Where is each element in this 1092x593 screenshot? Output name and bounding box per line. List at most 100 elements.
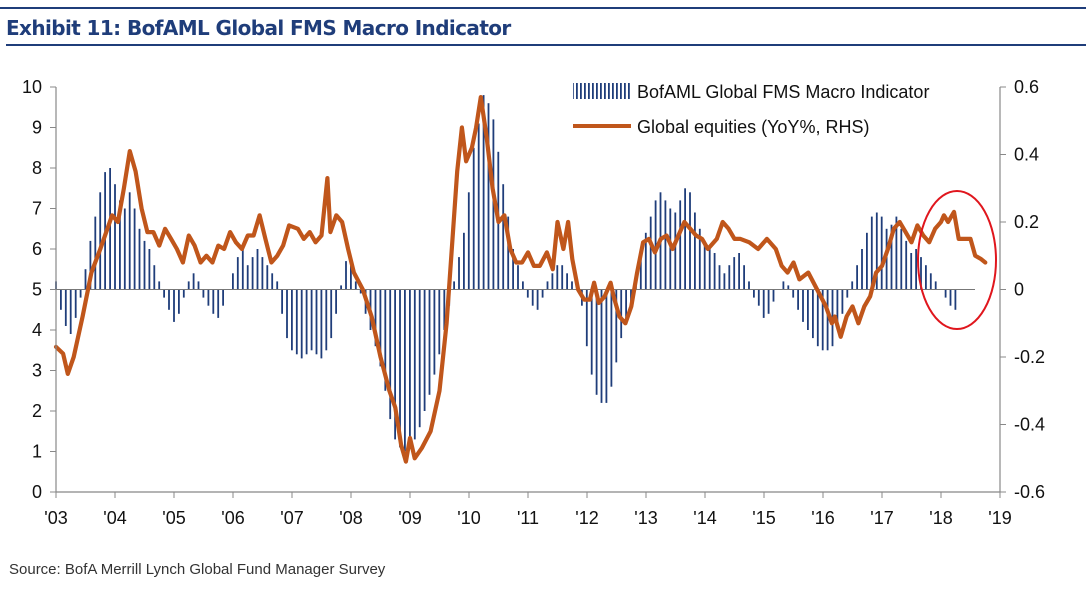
- bar: [173, 289, 175, 322]
- bar: [708, 249, 711, 290]
- bar: [325, 289, 328, 351]
- bar: [885, 228, 888, 290]
- bar: [128, 192, 131, 290]
- bar: [546, 281, 549, 290]
- line-series: [53, 95, 988, 464]
- x-tick-label: '17: [870, 508, 893, 528]
- highlight-circle-annotation: [917, 190, 997, 330]
- bar: [261, 257, 264, 290]
- left-tick-label: 10: [22, 77, 42, 97]
- bar: [556, 265, 559, 290]
- page-title: Exhibit 11: BofAML Global FMS Macro Indi…: [6, 16, 511, 40]
- bar: [305, 289, 308, 355]
- bar: [925, 265, 927, 290]
- bar: [836, 289, 839, 330]
- bar: [114, 184, 116, 290]
- bar: [99, 192, 102, 290]
- bar: [335, 289, 337, 314]
- bar: [585, 289, 588, 347]
- bar: [762, 289, 765, 318]
- bar: [757, 289, 760, 306]
- bar: [217, 289, 220, 318]
- bar: [433, 289, 436, 375]
- left-tick-label: 9: [32, 118, 42, 138]
- x-tick-label: '19: [988, 508, 1011, 528]
- bar: [639, 249, 642, 290]
- bar: [531, 289, 534, 306]
- bar: [644, 232, 647, 290]
- bar: [610, 289, 613, 387]
- x-tick-label: '16: [811, 508, 834, 528]
- left-tick-label: 0: [32, 482, 42, 502]
- bar: [84, 269, 87, 290]
- bar: [797, 289, 799, 310]
- bar: [74, 289, 77, 318]
- bar: [69, 289, 72, 334]
- bar: [625, 289, 627, 322]
- bar: [241, 249, 244, 290]
- bar: [340, 285, 342, 290]
- bar: [522, 281, 524, 290]
- bar: [738, 253, 740, 290]
- bar: [536, 289, 539, 310]
- right-tick-label: 0: [1014, 280, 1024, 300]
- bar: [458, 257, 460, 290]
- bar: [119, 200, 121, 290]
- left-tick-label: 6: [32, 239, 42, 259]
- x-tick-label: '10: [457, 508, 480, 528]
- x-tick-label: '09: [398, 508, 421, 528]
- bar: [320, 289, 323, 359]
- bar: [875, 212, 878, 290]
- bar: [880, 216, 883, 290]
- bar: [753, 289, 755, 298]
- legend-bar-swatch: [573, 83, 631, 99]
- bar: [443, 289, 446, 330]
- bar: [266, 265, 269, 290]
- bar: [679, 200, 682, 290]
- bar: [694, 212, 696, 290]
- bar: [954, 289, 957, 310]
- x-tick-label: '15: [752, 508, 775, 528]
- x-tick-label: '06: [221, 508, 244, 528]
- legend: BofAML Global FMS Macro Indicator Global…: [573, 82, 929, 137]
- bar: [620, 289, 623, 339]
- bar: [792, 289, 795, 298]
- bar: [561, 265, 564, 290]
- bar: [182, 289, 185, 298]
- bar: [728, 265, 731, 290]
- bar: [94, 216, 97, 290]
- bar: [463, 232, 465, 290]
- bar: [60, 289, 62, 310]
- x-tick-label: '03: [44, 508, 67, 528]
- bar: [821, 289, 824, 351]
- bar: [389, 289, 392, 420]
- left-tick-label: 3: [32, 361, 42, 381]
- bar: [929, 273, 932, 290]
- x-tick-label: '05: [162, 508, 185, 528]
- bar: [866, 232, 868, 290]
- bar: [870, 216, 873, 290]
- bar: [713, 253, 716, 290]
- bar: [168, 289, 170, 310]
- x-tick-label: '04: [103, 508, 126, 528]
- bar: [138, 228, 141, 290]
- bar: [748, 281, 750, 290]
- bar: [787, 285, 790, 290]
- x-tick-label: '12: [575, 508, 598, 528]
- bar: [350, 265, 352, 290]
- bar: [812, 289, 814, 339]
- right-tick-label: 0.6: [1014, 77, 1039, 97]
- right-tick-label: -0.4: [1014, 415, 1045, 435]
- bar: [310, 289, 313, 351]
- bar: [345, 261, 347, 290]
- bar: [467, 192, 470, 290]
- bar: [379, 289, 382, 367]
- bar: [900, 228, 903, 290]
- bar: [934, 281, 937, 290]
- bar: [782, 281, 785, 290]
- top-rule: [0, 7, 1086, 9]
- bar: [772, 289, 775, 302]
- bar: [915, 249, 917, 290]
- bar: [423, 289, 426, 411]
- x-tick-label: '14: [693, 508, 716, 528]
